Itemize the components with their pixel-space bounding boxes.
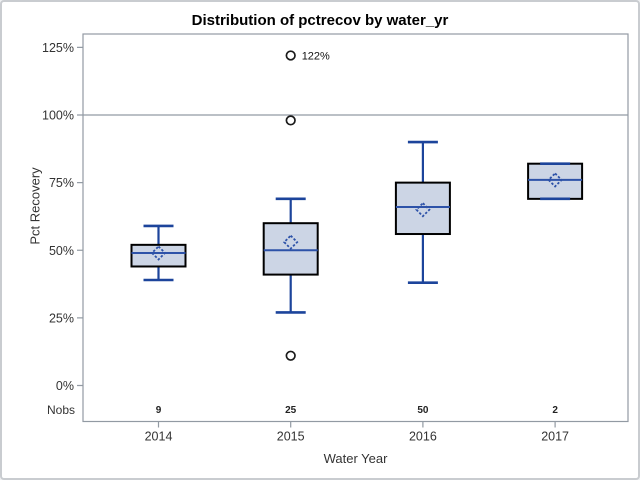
iqr-box — [130, 243, 187, 268]
mean-diamond — [415, 201, 431, 218]
outlier-circle — [285, 350, 296, 361]
iqr-box — [262, 222, 319, 276]
nobs-value: 25 — [285, 405, 297, 416]
outlier-circle — [285, 50, 296, 61]
nobs-row-label: Nobs — [46, 403, 75, 417]
x-tick-label: 2017 — [541, 430, 569, 444]
y-tick-label: 0% — [56, 379, 74, 393]
x-tick-label: 2014 — [145, 430, 173, 444]
nobs-value: 9 — [156, 405, 162, 416]
outlier-label: 122% — [302, 50, 330, 62]
mean-diamond — [282, 234, 299, 250]
nobs-value: 50 — [417, 405, 429, 416]
mean-diamond — [547, 172, 563, 188]
iqr-box — [394, 181, 451, 236]
plot-area-border — [82, 33, 629, 423]
x-tick-label: 2016 — [409, 430, 437, 444]
x-tick-label: 2015 — [277, 430, 305, 444]
x-axis-label: Water Year — [323, 451, 388, 466]
chart-title: Distribution of pctrecov by water_yr — [191, 12, 449, 29]
y-tick-label: 25% — [49, 311, 74, 325]
nobs-value: 2 — [552, 405, 558, 416]
y-tick-label: 50% — [49, 244, 74, 258]
iqr-box — [527, 162, 584, 200]
y-tick-label: 100% — [42, 109, 74, 123]
y-tick-label: 75% — [49, 176, 74, 190]
y-tick-label: 125% — [42, 41, 74, 55]
outlier-circle — [285, 115, 296, 126]
mean-diamond — [150, 245, 167, 261]
